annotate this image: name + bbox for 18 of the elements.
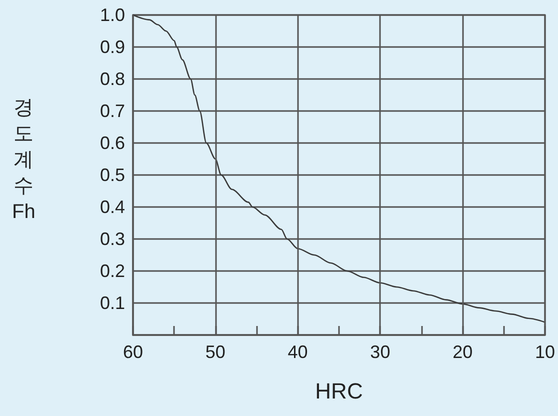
x-tick-label: 30 bbox=[370, 342, 390, 362]
y-tick-label: 0.4 bbox=[100, 197, 125, 217]
y-tick-label: 0.7 bbox=[100, 101, 125, 121]
y-tick-label: 1.0 bbox=[100, 5, 125, 25]
x-tick-label: 60 bbox=[122, 342, 144, 362]
x-tick-label: 40 bbox=[288, 342, 308, 362]
y-tick-label: 0.5 bbox=[100, 165, 125, 185]
y-axis-title: 경도계수 Fh bbox=[12, 97, 36, 223]
y-tick-label: 0.2 bbox=[100, 261, 125, 281]
x-tick-label: 10 bbox=[534, 342, 556, 362]
x-tick-label: 50 bbox=[205, 342, 226, 362]
y-tick-label: 0.6 bbox=[100, 133, 125, 153]
y-tick-label: 0.3 bbox=[100, 229, 125, 249]
y-tick-label: 0.9 bbox=[100, 37, 125, 57]
y-tick-label: 0.1 bbox=[100, 293, 125, 313]
y-tick-label: 0.8 bbox=[100, 69, 125, 89]
x-axis-title: HRC bbox=[315, 378, 363, 404]
x-tick-label: 20 bbox=[452, 342, 473, 362]
